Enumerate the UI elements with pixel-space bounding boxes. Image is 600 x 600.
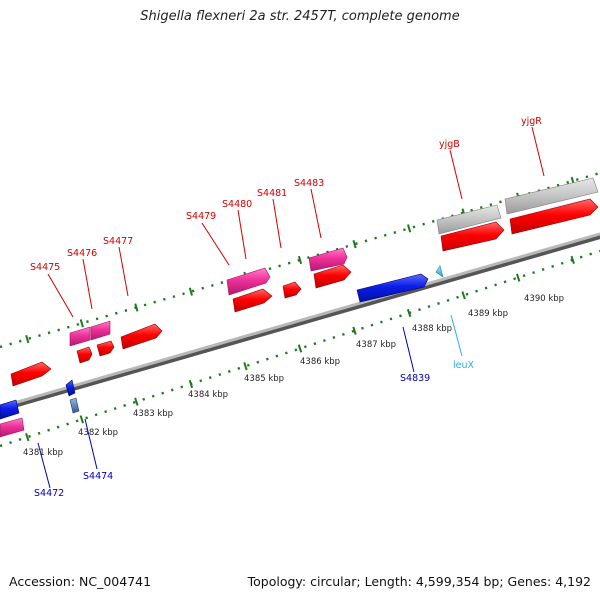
gene-label-S4479[interactable]: S4479	[186, 211, 216, 222]
scale-label: 4387 kbp	[356, 340, 396, 350]
gene-feature-S4474-steel[interactable]	[69, 397, 80, 414]
gene-feature-red-b[interactable]	[96, 340, 115, 357]
gene-features	[0, 177, 599, 438]
scale-label: 4383 kbp	[133, 409, 173, 419]
gene-label-yjgB[interactable]: yjgB	[439, 139, 460, 150]
lower-ticks	[25, 255, 575, 442]
tick-mark	[352, 240, 357, 249]
gene-feature-left-red[interactable]	[10, 361, 52, 387]
gene-feature-S4480[interactable]	[232, 288, 273, 313]
tick-mark	[25, 433, 30, 442]
gene-label-S4483[interactable]: S4483	[294, 178, 324, 189]
gene-label-S4480[interactable]: S4480	[222, 199, 252, 210]
scale-label: 4382 kbp	[78, 428, 118, 438]
tick-mark	[352, 326, 357, 335]
gene-label-yjgR[interactable]: yjgR	[521, 116, 542, 127]
tick-mark	[461, 291, 466, 300]
topology-text: Topology: circular; Length: 4,599,354 bp…	[247, 574, 591, 589]
gene-label-S4476[interactable]: S4476	[67, 248, 97, 259]
gene-feature-S4474[interactable]	[65, 379, 76, 397]
gene-feature-S4483[interactable]	[313, 264, 352, 289]
gene-label-S4839[interactable]: S4839	[400, 373, 430, 384]
gene-label-S4481[interactable]: S4481	[257, 188, 287, 199]
tick-mark	[79, 319, 84, 328]
scale-labels: 4381 kbp 4382 kbp 4383 kbp 4384 kbp 4385…	[23, 294, 564, 458]
tick-mark	[134, 303, 139, 312]
gene-feature-red-a[interactable]	[76, 346, 93, 364]
gene-feature-leuX[interactable]	[435, 265, 444, 278]
scale-label: 4388 kbp	[412, 324, 452, 334]
upper-strand-track	[0, 171, 600, 349]
tick-mark	[515, 273, 521, 282]
gene-label-S4472[interactable]: S4472	[34, 488, 64, 499]
gene-label-leuX[interactable]: leuX	[453, 360, 475, 371]
gene-feature-yjgB-gray[interactable]	[436, 204, 502, 235]
gene-label-S4474[interactable]: S4474	[83, 471, 113, 482]
gene-feature-S4479-pink[interactable]	[226, 267, 271, 296]
gene-label-S4477[interactable]: S4477	[103, 236, 133, 247]
gene-labels: S4472 S4474 S4475 S4476 S4477 S4479 S448…	[30, 116, 542, 499]
tick-mark	[297, 255, 303, 265]
genome-title: Shigella flexneri 2a str. 2457T, complet…	[140, 9, 460, 24]
tick-mark	[188, 287, 193, 296]
gene-feature-S4476-pink[interactable]	[90, 320, 111, 341]
genome-backbone	[0, 232, 600, 409]
gene-feature-yjgR[interactable]	[509, 198, 599, 235]
gene-label-S4475[interactable]: S4475	[30, 262, 60, 273]
scale-label: 4386 kbp	[300, 357, 340, 367]
scale-label: 4385 kbp	[244, 374, 284, 384]
gene-feature-left-pink[interactable]	[0, 417, 25, 438]
tick-mark	[25, 334, 30, 344]
scale-label: 4389 kbp	[468, 309, 508, 319]
scale-label: 4390 kbp	[524, 294, 564, 304]
tick-mark	[79, 415, 85, 424]
genome-backbone-shadow	[0, 233, 600, 412]
gene-feature-S4477[interactable]	[120, 323, 163, 350]
gene-feature-S4481[interactable]	[282, 281, 302, 299]
tick-mark	[243, 362, 248, 371]
gene-feature-S4472[interactable]	[0, 399, 20, 420]
tick-mark	[406, 308, 412, 318]
tick-mark	[407, 224, 412, 233]
scale-label: 4381 kbp	[23, 448, 63, 458]
gene-feature-yjgR-gray[interactable]	[504, 177, 599, 215]
gene-feature-yjgB[interactable]	[440, 221, 505, 252]
tick-mark	[570, 255, 575, 264]
gene-feature-S4839[interactable]	[356, 273, 429, 303]
gene-feature-S4483-pink[interactable]	[308, 247, 348, 272]
tick-mark	[188, 379, 194, 389]
tick-mark	[297, 344, 303, 353]
accession-text: Accession: NC_004741	[9, 574, 152, 589]
gene-feature-S4475-pink[interactable]	[69, 326, 91, 347]
scale-label: 4384 kbp	[188, 390, 228, 400]
tick-mark	[134, 397, 139, 406]
leader-lines	[37, 126, 545, 489]
